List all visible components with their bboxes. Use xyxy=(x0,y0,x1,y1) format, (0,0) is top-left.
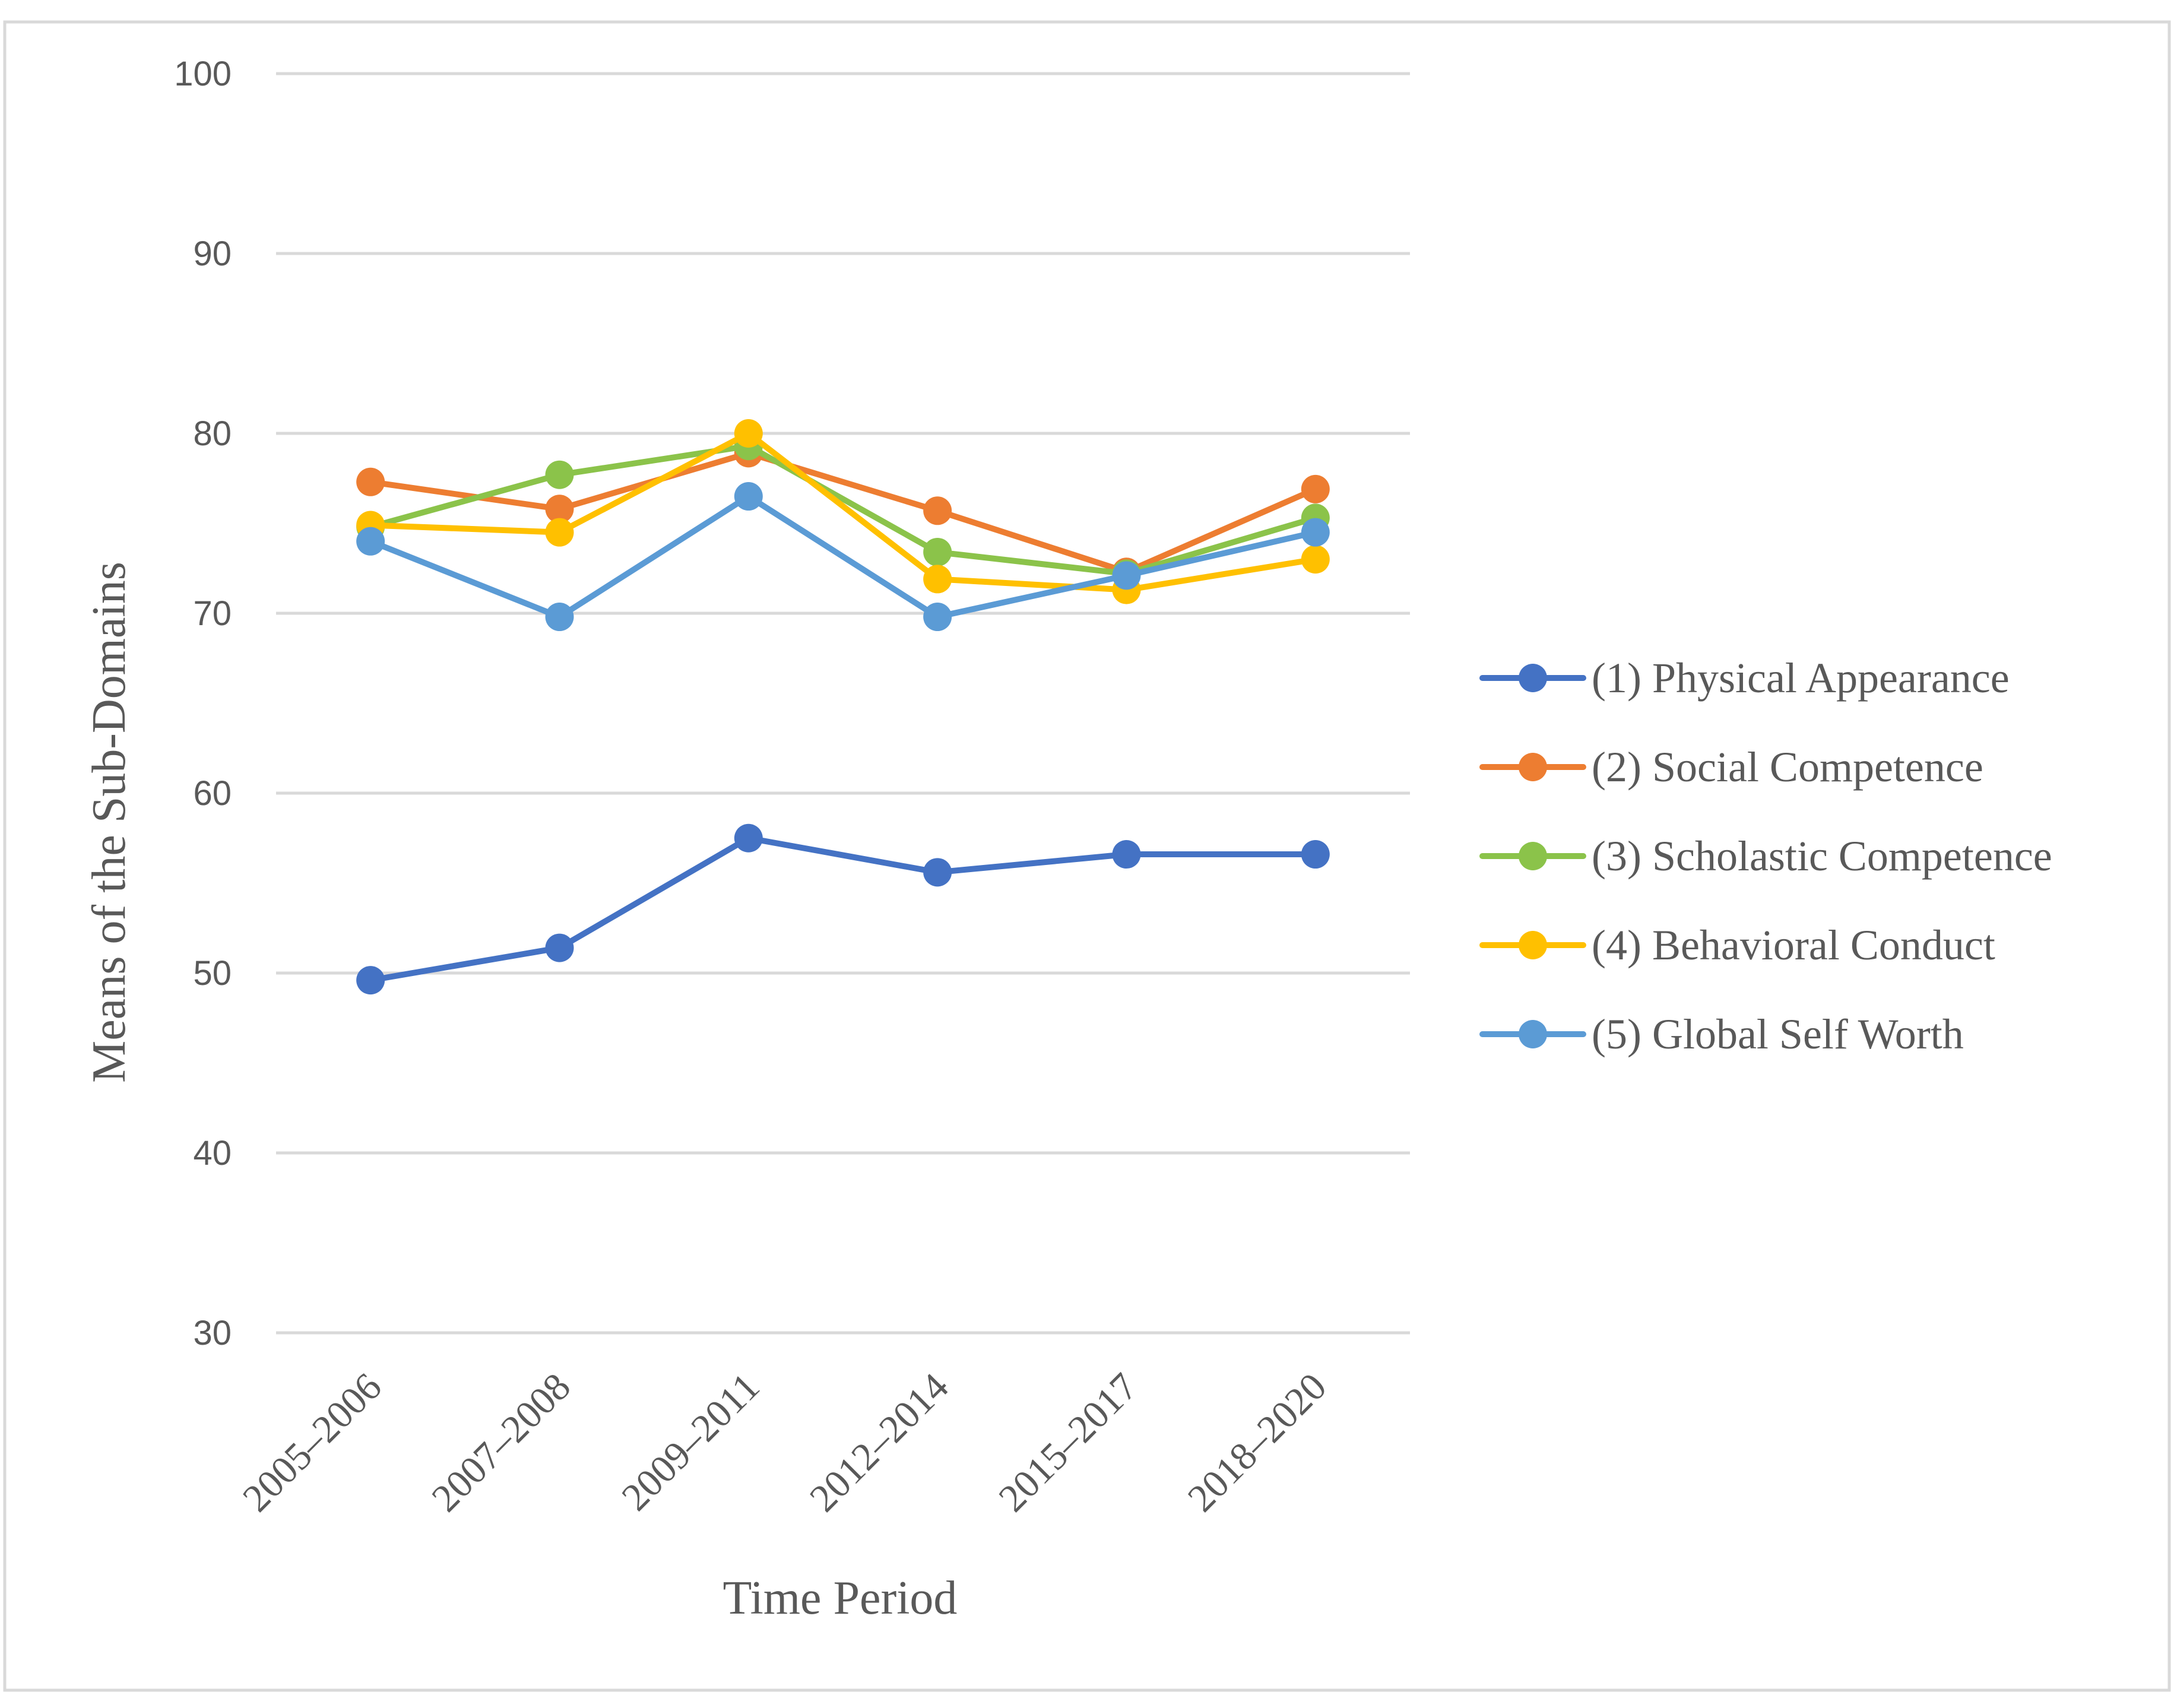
data-point xyxy=(923,496,952,525)
series-line xyxy=(367,493,1319,620)
data-point xyxy=(545,933,574,962)
legend-item: (2) Social Competence xyxy=(1479,743,1983,791)
data-point xyxy=(356,966,385,995)
data-point xyxy=(1301,518,1330,547)
gridlines xyxy=(276,72,1410,1335)
data-point xyxy=(1301,545,1330,574)
data-point xyxy=(923,603,952,632)
series-5 xyxy=(356,482,1330,632)
y-tick-label: 40 xyxy=(193,1134,232,1173)
legend-item: (1) Physical Appearance xyxy=(1479,654,2010,702)
legend-label: (4) Behavioral Conduct xyxy=(1592,921,1995,969)
data-point xyxy=(545,518,574,547)
legend-label: (1) Physical Appearance xyxy=(1592,654,2010,702)
data-point xyxy=(734,419,763,448)
series-group xyxy=(356,419,1330,995)
legend-swatch-marker xyxy=(1519,931,1547,959)
series-1 xyxy=(356,823,1330,995)
legend-swatch-marker xyxy=(1519,753,1547,781)
series-line xyxy=(367,450,1319,575)
series-line xyxy=(367,443,1319,577)
legend-label: (3) Scholastic Competence xyxy=(1592,832,2052,880)
data-point xyxy=(1301,474,1330,503)
data-point xyxy=(356,467,385,496)
data-point xyxy=(545,603,574,632)
legend-label: (2) Social Competence xyxy=(1592,743,1983,791)
data-point xyxy=(545,495,574,524)
x-axis-title: Time Period xyxy=(723,1572,958,1624)
y-tick-label: 100 xyxy=(174,55,232,93)
legend-swatch-marker xyxy=(1519,1020,1547,1048)
data-point xyxy=(734,823,763,853)
data-point xyxy=(923,565,952,594)
legend-item: (5) Global Self Worth xyxy=(1479,1010,1964,1058)
legend: (1) Physical Appearance (2) Social Compet… xyxy=(1479,654,2052,1058)
legend-swatch-marker xyxy=(1519,842,1547,870)
data-point xyxy=(923,858,952,887)
data-point xyxy=(923,537,952,566)
y-tick-label: 70 xyxy=(193,594,232,633)
data-point xyxy=(734,482,763,511)
legend-swatch-marker xyxy=(1519,664,1547,692)
legend-item: (3) Scholastic Competence xyxy=(1479,832,2052,880)
legend-label: (5) Global Self Worth xyxy=(1592,1010,1964,1058)
data-point xyxy=(1112,561,1141,590)
y-axis-title: Means of the Sub-Domains xyxy=(83,562,135,1083)
data-point xyxy=(356,527,385,556)
y-tick-label: 50 xyxy=(193,954,232,993)
data-point xyxy=(1112,840,1141,869)
y-tick-label: 90 xyxy=(193,235,232,273)
y-axis-ticks: 30 40 50 60 70 80 90 100 xyxy=(174,55,232,1352)
data-point xyxy=(545,460,574,489)
y-tick-label: 60 xyxy=(193,774,232,813)
series-line xyxy=(367,430,1319,593)
y-tick-label: 30 xyxy=(193,1314,232,1352)
legend-item: (4) Behavioral Conduct xyxy=(1479,921,1995,969)
series-line xyxy=(367,835,1319,984)
y-tick-label: 80 xyxy=(193,414,232,453)
data-point xyxy=(1301,840,1330,869)
